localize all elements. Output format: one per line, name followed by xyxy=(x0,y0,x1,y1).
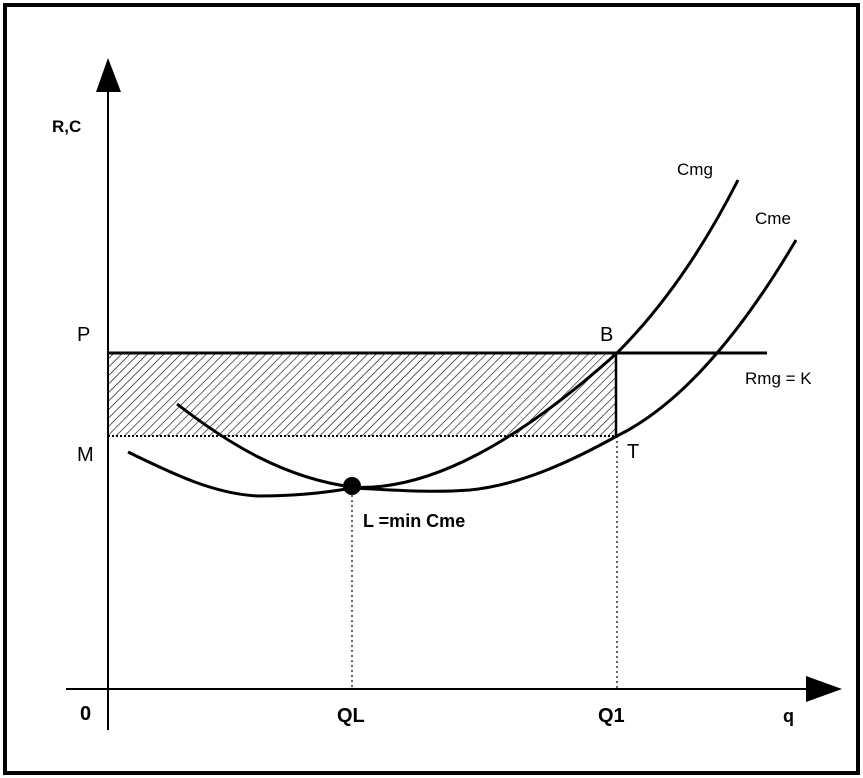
x-axis-arrow xyxy=(806,676,842,702)
point-l-label: L =min Cme xyxy=(363,511,465,531)
marginal-revenue-label: Rmg = K xyxy=(745,369,812,388)
point-t-label: T xyxy=(627,441,639,463)
q1-label: Q1 xyxy=(598,705,625,727)
point-b-label: B xyxy=(600,324,613,346)
y-axis-arrow xyxy=(96,58,121,92)
ql-label: QL xyxy=(337,705,365,727)
profit-area xyxy=(108,353,616,436)
average-cost-label: Cme xyxy=(755,209,791,228)
average-cost-curve xyxy=(127,239,798,498)
price-label: P xyxy=(77,324,90,346)
origin-label: 0 xyxy=(80,703,91,725)
point-l-marker xyxy=(343,477,361,495)
min-cost-label: M xyxy=(77,444,94,466)
marginal-cost-label: Cmg xyxy=(677,160,713,179)
y-axis-label: R,C xyxy=(52,117,81,136)
marginal-cost-curve xyxy=(176,179,740,489)
x-axis-label: q xyxy=(783,706,794,726)
